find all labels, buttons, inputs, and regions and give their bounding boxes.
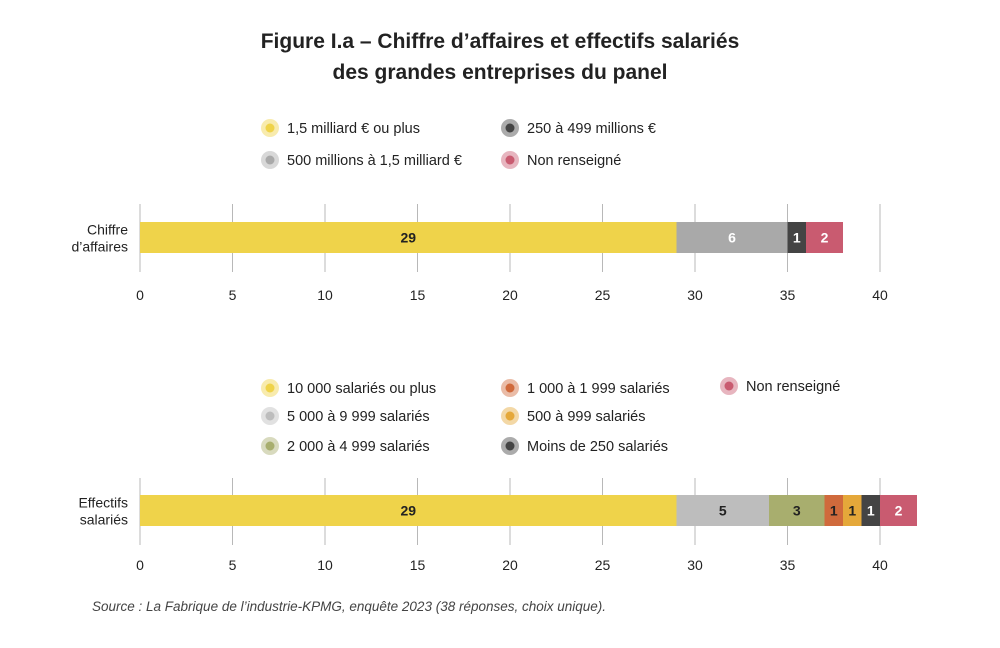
legend-swatch-1-4 [505,411,515,421]
x-tick-label: 5 [229,287,237,303]
bar-value-label: 6 [728,230,736,246]
bar-value-label: 1 [848,503,856,519]
bar-segment-1-1 [676,495,769,526]
x-tick-label: 30 [687,287,703,303]
x-tick-label: 30 [687,557,703,573]
x-tick-label: 40 [872,287,888,303]
legend-swatch-1-1 [265,411,275,421]
bar-value-label: 1 [867,503,875,519]
legend-label: 10 000 salariés ou plus [287,381,436,397]
legend-label: 5 000 à 9 999 salariés [287,409,430,425]
bar-value-label: 2 [895,503,903,519]
legend-label: Non renseigné [746,379,840,395]
x-tick-label: 10 [317,287,333,303]
bar-segment-1-5 [861,495,880,526]
legend-swatch-0-3 [505,155,515,165]
source-note: Source : La Fabrique de l’industrie-KPMG… [92,599,607,614]
x-tick-label: 20 [502,287,518,303]
x-tick-label: 40 [872,557,888,573]
x-tick-label: 20 [502,557,518,573]
legend-label: Non renseigné [527,153,621,169]
chart-title-line-2: des grandes entreprises du panel [332,61,668,84]
legend-swatch-0-0 [265,123,275,133]
legend-label: 1,5 milliard € ou plus [287,121,420,137]
legend-swatch-0-1 [265,155,275,165]
bar-value-label: 2 [821,230,829,246]
bar-value-label: 29 [400,230,416,246]
x-tick-label: 15 [410,287,426,303]
bar-segment-1-4 [843,495,862,526]
legend-swatch-1-2 [265,441,275,451]
bar-value-label: 29 [400,503,416,519]
legend-label: 500 à 999 salariés [527,409,646,425]
x-tick-label: 35 [780,557,796,573]
x-tick-label: 10 [317,557,333,573]
x-tick-label: 0 [136,557,144,573]
legend-label: 1 000 à 1 999 salariés [527,381,670,397]
bar-segment-1-6 [880,495,917,526]
legend-label: 250 à 499 millions € [527,121,656,137]
bar-segment-1-0 [140,495,677,526]
x-tick-label: 25 [595,557,611,573]
chart-title-line-1: Figure I.a – Chiffre d’affaires et effec… [260,30,740,53]
chart-title: Figure I.a – Chiffre d’affaires et effec… [0,26,1000,88]
bar-segment-1-2 [769,495,825,526]
legend-swatch-1-3 [505,383,515,393]
bar-value-label: 1 [793,230,801,246]
category-label: Effectifs salariés [78,495,128,528]
bar-segment-0-3 [806,222,843,253]
bar-value-label: 1 [830,503,838,519]
legend-swatch-1-5 [505,441,515,451]
legend-swatch-1-6 [724,381,734,391]
x-tick-label: 5 [229,557,237,573]
category-label: Chiffre d’affaires [71,222,128,255]
legend-label: Moins de 250 salariés [527,439,668,455]
bar-value-label: 5 [719,503,727,519]
legend-label: 2 000 à 4 999 salariés [287,439,430,455]
x-tick-label: 35 [780,287,796,303]
bar-segment-0-1 [676,222,788,253]
bar-segment-0-0 [140,222,677,253]
bar-segment-1-3 [824,495,843,526]
x-tick-label: 15 [410,557,426,573]
x-tick-label: 25 [595,287,611,303]
bar-segment-0-2 [787,222,806,253]
bar-value-label: 3 [793,503,801,519]
legend-swatch-0-2 [505,123,515,133]
legend-label: 500 millions à 1,5 milliard € [287,153,462,169]
legend-swatch-1-0 [265,383,275,393]
x-tick-label: 0 [136,287,144,303]
